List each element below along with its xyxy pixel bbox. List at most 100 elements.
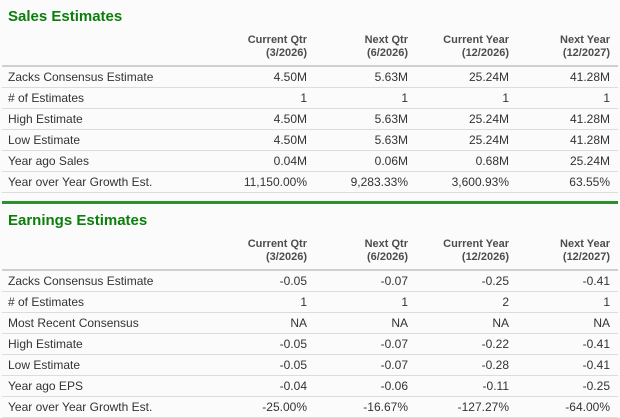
row-label: Most Recent Consensus — [2, 312, 214, 334]
row-value: 5.63M — [315, 108, 416, 130]
column-header: Next Qtr (6/2026) — [315, 34, 416, 67]
table-row: Low Estimate 4.50M 5.63M 25.24M 41.28M — [2, 129, 618, 151]
row-value: 0.68M — [416, 150, 517, 172]
row-value: -0.07 — [315, 333, 416, 355]
row-value: -0.28 — [416, 354, 517, 376]
column-header-label: Current Year — [443, 238, 509, 250]
row-value: -0.11 — [416, 375, 517, 397]
row-label: # of Estimates — [2, 87, 214, 109]
column-header-period: (12/2026) — [461, 251, 509, 263]
table-row: # of Estimates 1 1 2 1 — [2, 291, 618, 313]
column-header-label: Next Year — [560, 34, 610, 46]
table-row: Zacks Consensus Estimate 4.50M 5.63M 25.24M… — [2, 66, 618, 88]
table-row: Low Estimate -0.05 -0.07 -0.28 -0.41 — [2, 354, 618, 376]
row-label: Zacks Consensus Estimate — [2, 270, 214, 292]
table-row: Year over Year Growth Est. -25.00% -16.67%… — [2, 396, 618, 418]
row-value: 41.28M — [517, 129, 618, 151]
column-header-period: (3/2026) — [266, 251, 307, 263]
row-label: Year ago EPS — [2, 375, 214, 397]
row-value: 5.63M — [315, 129, 416, 151]
earnings-estimates-table: Current Qtr (3/2026) Next Qtr (6/2026) Curre… — [2, 238, 618, 418]
row-label: High Estimate — [2, 333, 214, 355]
column-header-period: (12/2026) — [461, 47, 509, 59]
column-header-period: (6/2026) — [367, 251, 408, 263]
column-header: Current Year (12/2026) — [416, 34, 517, 67]
table-row: High Estimate -0.05 -0.07 -0.22 -0.41 — [2, 333, 618, 355]
row-value: NA — [315, 312, 416, 334]
table-row: Most Recent Consensus NA NA NA NA — [2, 312, 618, 334]
sales-estimates-section: Sales Estimates Current Qtr (3/2026) Next … — [0, 0, 620, 193]
row-value: 63.55% — [517, 171, 618, 193]
row-value: 2 — [416, 291, 517, 313]
column-header-period: (6/2026) — [367, 47, 408, 59]
row-value: 9,283.33% — [315, 171, 416, 193]
column-header: Current Year (12/2026) — [416, 238, 517, 271]
row-value: 4.50M — [214, 129, 315, 151]
column-header-period: (3/2026) — [266, 47, 307, 59]
row-value: 5.63M — [315, 66, 416, 88]
row-label: Year over Year Growth Est. — [2, 396, 214, 418]
row-value: 25.24M — [517, 150, 618, 172]
row-value: 0.06M — [315, 150, 416, 172]
earnings-estimates-title: Earnings Estimates — [8, 212, 148, 229]
row-value: 3,600.93% — [416, 171, 517, 193]
row-value: -0.05 — [214, 333, 315, 355]
section-divider — [2, 201, 618, 204]
row-value: 1 — [315, 87, 416, 109]
column-header-label: Next Year — [560, 238, 610, 250]
column-header: Next Qtr (6/2026) — [315, 238, 416, 271]
column-header-row: Current Qtr (3/2026) Next Qtr (6/2026) Curre… — [2, 238, 618, 271]
row-value: -0.05 — [214, 354, 315, 376]
table-row: High Estimate 4.50M 5.63M 25.24M 41.28M — [2, 108, 618, 130]
row-label: Year ago Sales — [2, 150, 214, 172]
row-value: -0.25 — [416, 270, 517, 292]
table-row: Year ago Sales 0.04M 0.06M 0.68M 25.24M — [2, 150, 618, 172]
row-value: 1 — [214, 291, 315, 313]
row-label: Low Estimate — [2, 129, 214, 151]
row-value: 1 — [416, 87, 517, 109]
column-header-label: Current Qtr — [247, 34, 307, 46]
table-row: Zacks Consensus Estimate -0.05 -0.07 -0.25-… — [2, 270, 618, 292]
column-header: Current Qtr (3/2026) — [214, 34, 315, 67]
table-row: Year over Year Growth Est. 11,150.00% 9,28… — [2, 171, 618, 193]
sales-estimates-title: Sales Estimates — [8, 8, 123, 25]
row-value: 11,150.00% — [214, 171, 315, 193]
row-value: -0.22 — [416, 333, 517, 355]
row-value: 4.50M — [214, 108, 315, 130]
row-value: -127.27% — [416, 396, 517, 418]
column-header-label: Current Qtr — [247, 238, 307, 250]
row-value: -0.07 — [315, 354, 416, 376]
row-value: -64.00% — [517, 396, 618, 418]
row-value: 4.50M — [214, 66, 315, 88]
row-value: -0.06 — [315, 375, 416, 397]
column-header-label: Next Qtr — [364, 238, 408, 250]
row-value: 41.28M — [517, 108, 618, 130]
row-value: -0.41 — [517, 354, 618, 376]
row-label: Low Estimate — [2, 354, 214, 376]
column-header-row: Current Qtr (3/2026) Next Qtr (6/2026) Curre… — [2, 34, 618, 67]
row-label: High Estimate — [2, 108, 214, 130]
column-header-period: (12/2027) — [562, 47, 610, 59]
row-value: 0.04M — [214, 150, 315, 172]
column-header: Current Qtr (3/2026) — [214, 238, 315, 271]
table-row: Year ago EPS -0.04 -0.06 -0.11 -0.25 — [2, 375, 618, 397]
earnings-estimates-section: Earnings Estimates Current Qtr (3/2026) Ne… — [0, 204, 620, 418]
row-label: Year over Year Growth Est. — [2, 171, 214, 193]
column-header: Next Year (12/2027) — [517, 238, 618, 271]
row-value: -0.41 — [517, 333, 618, 355]
row-value: 1 — [315, 291, 416, 313]
row-value: 25.24M — [416, 129, 517, 151]
row-value: 1 — [517, 87, 618, 109]
row-value: -16.67% — [315, 396, 416, 418]
row-label: Zacks Consensus Estimate — [2, 66, 214, 88]
row-value: 25.24M — [416, 66, 517, 88]
column-header: Next Year (12/2027) — [517, 34, 618, 67]
column-header-period: (12/2027) — [562, 251, 610, 263]
row-value: 41.28M — [517, 66, 618, 88]
row-value: -0.05 — [214, 270, 315, 292]
row-value: -25.00% — [214, 396, 315, 418]
row-label: # of Estimates — [2, 291, 214, 313]
row-label-header — [2, 238, 214, 271]
row-value: 1 — [517, 291, 618, 313]
